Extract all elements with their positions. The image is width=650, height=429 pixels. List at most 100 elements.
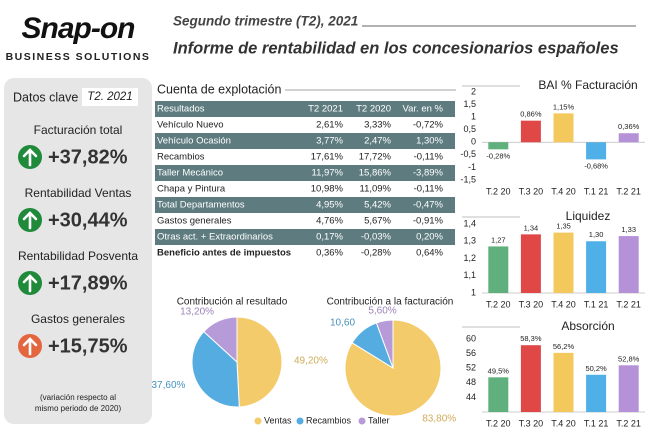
bar-label: 1,30 — [589, 230, 604, 239]
x-tick-label: T.2 20 — [486, 299, 511, 309]
table-title: Cuenta de explotación — [157, 82, 281, 96]
pie-label: 5,60% — [368, 306, 396, 317]
table-cell: Vehículo Nuevo — [157, 120, 224, 131]
kpi-title: Datos clave — [13, 90, 78, 104]
bar — [618, 365, 639, 412]
pie-slice — [236, 316, 283, 408]
y-tick-label: -1,5 — [460, 174, 476, 184]
bar-label: 1,27 — [491, 235, 506, 244]
kpi-value: +30,44% — [48, 209, 128, 231]
table-cell: -3,89% — [413, 168, 444, 179]
kpi-arrow — [22, 148, 38, 167]
bar — [488, 246, 509, 293]
bar-label: 0,36% — [618, 122, 640, 131]
kpi-arrow — [22, 274, 38, 293]
x-tick-label: T.2 21 — [616, 418, 641, 428]
pie-title: Contribución al resultado — [177, 297, 288, 308]
pie-label: 83,80% — [422, 413, 456, 424]
kpi-note: (variación respecto al — [40, 393, 116, 402]
pie-label: 10,60 — [330, 318, 355, 329]
bar — [520, 234, 541, 293]
x-tick-label: T.4 20 — [551, 299, 576, 309]
table-cell: 4,95% — [316, 200, 343, 211]
table-cell: 3,33% — [364, 120, 391, 131]
pie-slice — [191, 330, 240, 408]
kpi-value: +15,75% — [48, 335, 128, 357]
table-cell: 2,61% — [316, 120, 343, 131]
table-cell: -0,72% — [413, 120, 444, 131]
kpi-period: T2. 2021 — [87, 91, 132, 103]
kpi-panel — [4, 78, 152, 424]
brand-line: BUSINESS SOLUTIONS — [6, 51, 151, 63]
bar — [520, 120, 541, 143]
table-cell: Total Departamentos — [157, 200, 245, 211]
y-tick-label: -0,5 — [460, 149, 476, 159]
y-tick-label: 44 — [466, 392, 476, 402]
table-cell: 17,61% — [311, 152, 344, 163]
table-cell: Gastos generales — [157, 216, 232, 227]
kpi-value: +17,89% — [48, 272, 128, 294]
y-tick-label: 1,5 — [463, 99, 476, 109]
table-cell: -0,11% — [414, 152, 444, 163]
table-cell: Recambios — [157, 152, 205, 163]
y-tick-label: 1,4 — [463, 218, 476, 228]
kpi-note: mismo periodo de 2020) — [35, 404, 122, 413]
y-tick-label: 1,1 — [463, 270, 476, 280]
pie-label: 37,60% — [152, 380, 186, 391]
table-row-band — [155, 229, 455, 245]
bar — [586, 241, 607, 293]
legend-label: Ventas — [264, 415, 292, 425]
y-tick-label: 52 — [466, 363, 476, 373]
bar-label: 49,5% — [488, 366, 510, 375]
table-row-band — [155, 133, 455, 149]
table-cell: -0,28% — [361, 248, 392, 259]
bar-label: 1,15% — [553, 102, 575, 111]
bar — [520, 345, 541, 412]
table-cell: 0,64% — [416, 248, 443, 259]
period-box — [82, 88, 138, 106]
table-row-band — [155, 197, 455, 213]
table-cell: -0,03% — [361, 232, 392, 243]
legend-swatch — [358, 417, 366, 425]
y-tick-label: 1,3 — [463, 236, 476, 246]
bar — [618, 236, 639, 293]
pie-label: 13,20% — [180, 306, 214, 317]
bar-label: 56,2% — [553, 342, 575, 351]
kpi-label: Rentabilidad Posventa — [18, 249, 138, 263]
bar-chart-title: BAI % Facturación — [538, 78, 637, 92]
bar-label: 58,3% — [520, 334, 542, 343]
bar — [586, 142, 607, 160]
bar — [488, 142, 509, 150]
bar — [488, 377, 509, 412]
table-header-cell: Var. en % — [403, 104, 444, 115]
kpi-label: Facturación total — [34, 123, 123, 137]
y-tick-label: 1 — [471, 112, 476, 122]
table-header-cell: T2 2021 — [308, 104, 343, 115]
bar-label: 1,33 — [621, 225, 636, 234]
kpi-arrow — [22, 211, 38, 230]
x-tick-label: T.4 20 — [551, 418, 576, 428]
table-cell: 3,77% — [316, 136, 343, 147]
table-cell: 0,20% — [416, 232, 443, 243]
x-tick-label: T.1 21 — [584, 418, 609, 428]
table-cell: Beneficio antes de impuestos — [157, 248, 291, 259]
bar-label: -0,28% — [486, 151, 510, 160]
table-header-cell: T2 2020 — [356, 104, 391, 115]
y-tick-label: -1 — [468, 162, 476, 172]
bar — [586, 374, 607, 412]
kpi-arrow — [22, 337, 38, 356]
table-cell: 0,17% — [316, 232, 343, 243]
legend-swatch — [254, 417, 262, 425]
bar — [553, 113, 574, 143]
table-cell: 17,72% — [359, 152, 392, 163]
kpi-label: Gastos generales — [31, 312, 125, 326]
pie-label: 49,20% — [294, 355, 328, 366]
table-cell: 5,67% — [364, 216, 391, 227]
table-cell: -0,91% — [413, 216, 444, 227]
bar — [618, 133, 639, 143]
table-cell: Vehículo Ocasión — [157, 136, 231, 147]
legend-label: Taller — [368, 415, 390, 425]
y-tick-label: 1,2 — [463, 253, 476, 263]
pie-title: Contribución a la facturación — [327, 297, 454, 308]
